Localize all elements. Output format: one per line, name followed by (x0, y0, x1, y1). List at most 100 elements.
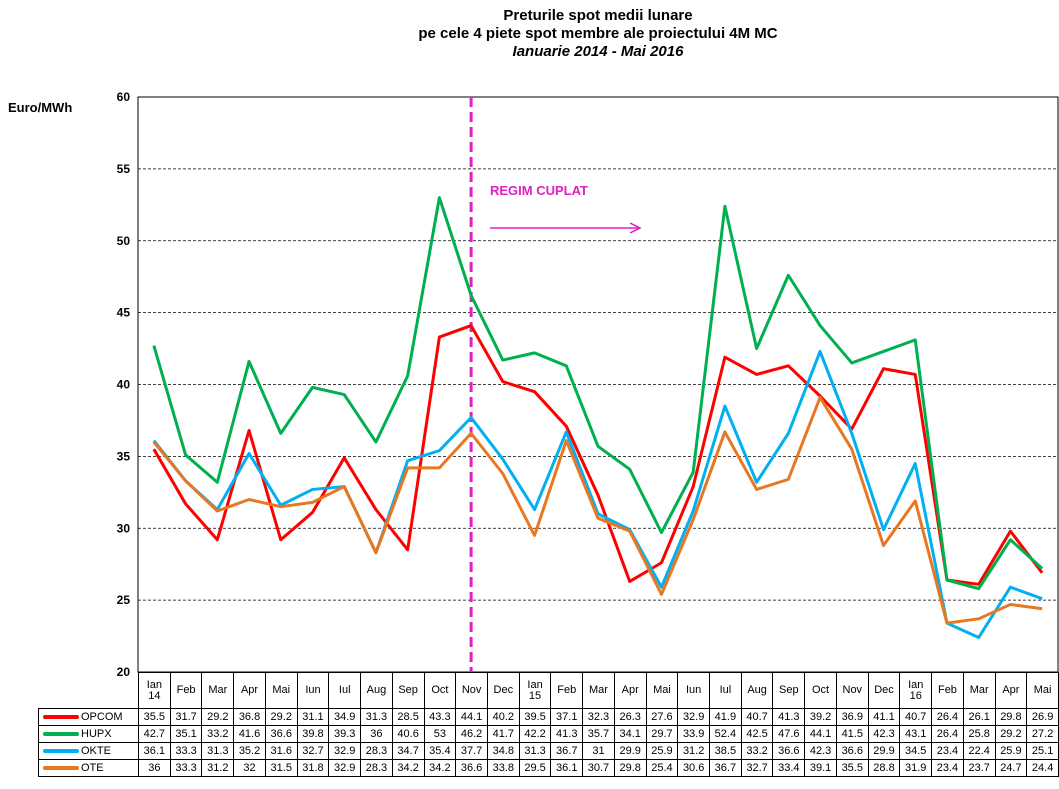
series-line (152, 349, 1043, 639)
table-value: 31.7 (169, 708, 203, 726)
table-value: 29.2 (201, 708, 235, 726)
table-value: 35.1 (169, 725, 203, 743)
table-value: 32.9 (677, 708, 711, 726)
table-value: 32.9 (328, 742, 362, 760)
x-tick-label: Nov (835, 672, 869, 709)
table-value: 29.9 (867, 742, 901, 760)
table-value: 36.6 (264, 725, 298, 743)
legend-label: OKTE (81, 744, 111, 757)
table-value: 27.6 (645, 708, 679, 726)
table-value: 40.6 (391, 725, 425, 743)
table-value: 31.6 (264, 742, 298, 760)
table-value: 31.2 (201, 759, 235, 777)
annotation: REGIM CUPLAT (490, 183, 588, 198)
table-value: 30.6 (677, 759, 711, 777)
y-tick-label: 30 (117, 521, 131, 535)
table-value: 26.9 (1026, 708, 1059, 726)
x-tick-label: Oct (423, 672, 457, 709)
legend-swatch (43, 715, 79, 719)
table-value: 25.1 (1026, 742, 1059, 760)
table-value: 41.3 (772, 708, 806, 726)
table-value: 36.1 (138, 742, 171, 760)
x-tick-label: Sep (772, 672, 806, 709)
legend-entry: OTE (38, 759, 139, 777)
table-value: 31 (582, 742, 615, 760)
table-value: 29.7 (645, 725, 679, 743)
table-value: 29.8 (613, 759, 647, 777)
table-value: 31.3 (360, 708, 393, 726)
x-tick-label: Aug (740, 672, 774, 709)
x-tick-label: Iul (709, 672, 742, 709)
table-value: 36.8 (233, 708, 266, 726)
table-value: 32.7 (740, 759, 774, 777)
table-value: 34.9 (328, 708, 362, 726)
table-value: 38.5 (709, 742, 742, 760)
table-value: 28.5 (391, 708, 425, 726)
table-value: 34.2 (423, 759, 457, 777)
x-tick-label: Nov (455, 672, 488, 709)
table-value: 53 (423, 725, 457, 743)
legend-entry: OPCOM (38, 708, 139, 726)
table-value: 31.5 (264, 759, 298, 777)
table-value: 41.5 (835, 725, 869, 743)
x-tick-label: Iun (296, 672, 330, 709)
legend-entry: HUPX (38, 725, 139, 743)
table-value: 33.3 (169, 759, 203, 777)
table-value: 32.3 (582, 708, 615, 726)
chart-title: Preturile spot medii lunare (503, 7, 692, 24)
table-value: 26.1 (962, 708, 996, 726)
table-value: 33.4 (772, 759, 806, 777)
table-value: 36.7 (709, 759, 742, 777)
x-tick-label: Iun (677, 672, 711, 709)
table-value: 25.8 (962, 725, 996, 743)
table-value: 35.7 (582, 725, 615, 743)
table-value: 42.3 (867, 725, 901, 743)
table-value: 39.8 (296, 725, 330, 743)
legend-label: HUPX (81, 727, 112, 740)
table-value: 39.3 (328, 725, 362, 743)
chart-subtitle: pe cele 4 piete spot membre ale proiectu… (418, 25, 777, 42)
table-value: 25.4 (645, 759, 679, 777)
x-tick-label: Feb (550, 672, 584, 709)
table-value: 33.3 (169, 742, 203, 760)
x-tick-label: Feb (169, 672, 203, 709)
x-tick-label: Apr (233, 672, 266, 709)
table-value: 33.2 (740, 742, 774, 760)
x-tick-label: Aug (360, 672, 393, 709)
x-tick-label: Oct (804, 672, 837, 709)
y-tick-label: 25 (117, 593, 131, 607)
table-value: 32 (233, 759, 266, 777)
table-value: 37.7 (455, 742, 488, 760)
table-value: 28.8 (867, 759, 901, 777)
table-value: 34.7 (391, 742, 425, 760)
table-value: 41.1 (867, 708, 901, 726)
table-value: 25.9 (994, 742, 1028, 760)
table-value: 29.8 (994, 708, 1028, 726)
table-value: 31.3 (518, 742, 552, 760)
table-value: 29.5 (518, 759, 552, 777)
table-value: 33.8 (486, 759, 520, 777)
table-value: 31.8 (296, 759, 330, 777)
table-value: 41.9 (709, 708, 742, 726)
y-tick-label: 35 (117, 449, 131, 463)
x-tick-label: Iul (328, 672, 362, 709)
y-axis-label: Euro/MWh (8, 100, 72, 115)
table-value: 23.4 (931, 759, 964, 777)
table-value: 40.2 (486, 708, 520, 726)
table-value: 43.3 (423, 708, 457, 726)
table-value: 29.2 (264, 708, 298, 726)
table-value: 36 (360, 725, 393, 743)
table-value: 34.2 (391, 759, 425, 777)
legend-swatch (43, 766, 79, 770)
table-value: 22.4 (962, 742, 996, 760)
table-value: 35.2 (233, 742, 266, 760)
table-value: 47.6 (772, 725, 806, 743)
table-value: 31.1 (296, 708, 330, 726)
table-value: 34.5 (899, 742, 933, 760)
table-value: 33.9 (677, 725, 711, 743)
table-value: 39.1 (804, 759, 837, 777)
table-value: 23.7 (962, 759, 996, 777)
x-tick-label: Ian 15 (518, 672, 552, 709)
